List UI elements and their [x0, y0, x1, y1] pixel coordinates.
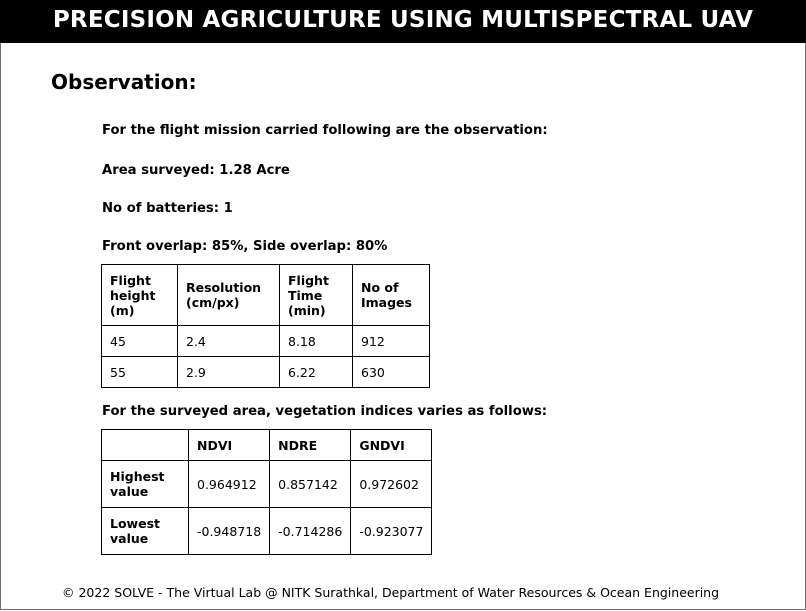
cell-resolution: 2.9: [177, 356, 280, 388]
indices-table: NDVI NDRE GNDVI Highest value 0.964912 0…: [101, 429, 433, 555]
cell-time: 6.22: [279, 356, 353, 388]
cell-ndvi: 0.964912: [187, 460, 271, 508]
overlap-text: Front overlap: 85%, Side overlap: 80%: [102, 239, 388, 254]
cell-gndvi: 0.972602: [350, 460, 433, 508]
footer-text: © 2022 SOLVE - The Virtual Lab @ NITK Su…: [62, 585, 720, 600]
cell-resolution: 2.4: [177, 325, 280, 357]
header-flight-height: Flight height (m): [101, 264, 178, 326]
intro-text: For the flight mission carried following…: [102, 123, 548, 138]
header-gndvi: GNDVI: [350, 429, 433, 461]
page-header: PRECISION AGRICULTURE USING MULTISPECTRA…: [0, 0, 806, 43]
cell-images: 630: [352, 356, 430, 388]
table-row: 55 2.9 6.22 630: [101, 356, 430, 388]
cell-height: 55: [101, 356, 178, 388]
section-title: Observation:: [51, 70, 197, 94]
cell-gndvi: -0.923077: [350, 507, 433, 555]
cell-images: 912: [352, 325, 430, 357]
header-resolution: Resolution (cm/px): [177, 264, 280, 326]
cell-height: 45: [101, 325, 178, 357]
indices-intro-text: For the surveyed area, vegetation indice…: [102, 404, 548, 419]
cell-ndvi: -0.948718: [187, 507, 271, 555]
batteries-text: No of batteries: 1: [102, 201, 233, 216]
flight-table: Flight height (m) Resolution (cm/px) Fli…: [101, 264, 430, 388]
header-flight-time: Flight Time (min): [279, 264, 353, 326]
area-text: Area surveyed: 1.28 Acre: [102, 163, 290, 178]
flight-table-header-row: Flight height (m) Resolution (cm/px) Fli…: [101, 264, 430, 326]
row-label-highest: Highest value: [101, 460, 189, 508]
table-row: 45 2.4 8.18 912: [101, 325, 430, 357]
header-no-of-images: No of Images: [352, 264, 430, 326]
cell-ndre: 0.857142: [269, 460, 352, 508]
table-row: Highest value 0.964912 0.857142 0.972602: [101, 460, 433, 508]
header-ndvi: NDVI: [187, 429, 271, 461]
header-empty: [101, 429, 189, 461]
header-ndre: NDRE: [269, 429, 352, 461]
table-row: Lowest value -0.948718 -0.714286 -0.9230…: [101, 507, 433, 555]
cell-time: 8.18: [279, 325, 353, 357]
cell-ndre: -0.714286: [269, 507, 352, 555]
indices-table-header-row: NDVI NDRE GNDVI: [101, 429, 433, 461]
row-label-lowest: Lowest value: [101, 507, 189, 555]
